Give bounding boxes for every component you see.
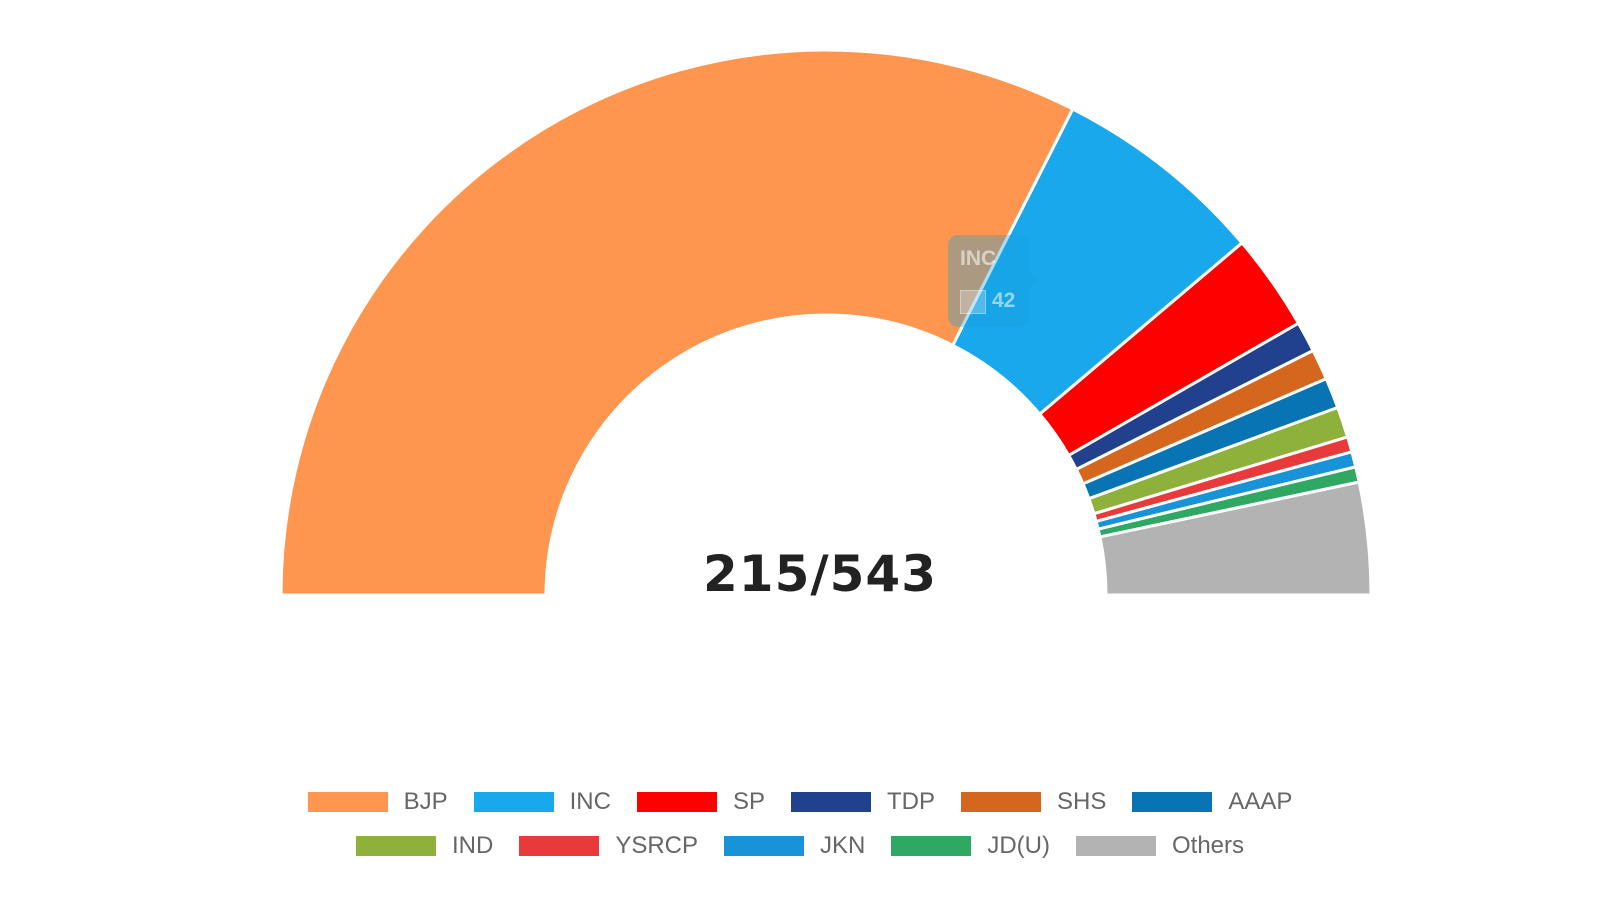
legend-swatch [790, 792, 871, 812]
tooltip-swatch [960, 290, 986, 314]
slice-others[interactable] [1098, 480, 1373, 597]
legend-row: BJP INC SP TDP SHS AAAP [0, 780, 1600, 824]
legend-item-inc[interactable]: INC [473, 788, 611, 816]
legend-item-ind[interactable]: IND [355, 832, 494, 860]
tooltip-arrow [1030, 273, 1038, 289]
legend-item-sp[interactable]: SP [636, 788, 765, 816]
legend-item-aaap[interactable]: AAAP [1132, 788, 1292, 816]
legend-swatch [636, 792, 717, 812]
legend-swatch [473, 792, 554, 812]
legend-swatch [1076, 836, 1156, 856]
legend-swatch [891, 836, 972, 856]
legend-item-ysrcp[interactable]: YSRCP [519, 832, 698, 860]
legend-swatch [960, 792, 1041, 812]
legend-label: SP [732, 788, 765, 815]
legend-label: INC [569, 788, 611, 815]
legend-label: SHS [1056, 788, 1107, 815]
legend-item-jkn[interactable]: JKN [724, 832, 865, 860]
legend-item-shs[interactable]: SHS [960, 788, 1107, 816]
legend-label: BJP [403, 788, 448, 815]
legend-label: AAAP [1228, 788, 1293, 815]
seat-count-label: 215/543 [702, 545, 937, 603]
legend: BJP INC SP TDP SHS AAAP IND YSRCP JKN JD(U) Other… [0, 780, 1600, 868]
legend-item-others[interactable]: Others [1076, 832, 1244, 860]
legend-swatch [519, 836, 600, 856]
legend-swatch [307, 792, 388, 812]
tooltip-title: INC [960, 247, 997, 270]
legend-item-bjp[interactable]: BJP [307, 788, 448, 816]
legend-row: IND YSRCP JKN JD(U) Others [0, 824, 1600, 868]
legend-label: YSRCP [615, 832, 698, 859]
legend-label: Others [1172, 832, 1245, 859]
legend-label: JD(U) [987, 832, 1050, 859]
tooltip: INC 42 [948, 235, 1038, 327]
legend-item-jdu[interactable]: JD(U) [891, 832, 1050, 860]
legend-label: JKN [820, 832, 866, 859]
legend-label: TDP [886, 788, 935, 815]
legend-swatch [355, 836, 436, 856]
legend-item-tdp[interactable]: TDP [790, 788, 935, 816]
legend-label: IND [451, 832, 494, 859]
legend-swatch [1132, 792, 1213, 812]
legend-swatch [724, 836, 804, 856]
tooltip-value: 42 [992, 289, 1016, 312]
slice-bjp[interactable] [279, 48, 1075, 597]
